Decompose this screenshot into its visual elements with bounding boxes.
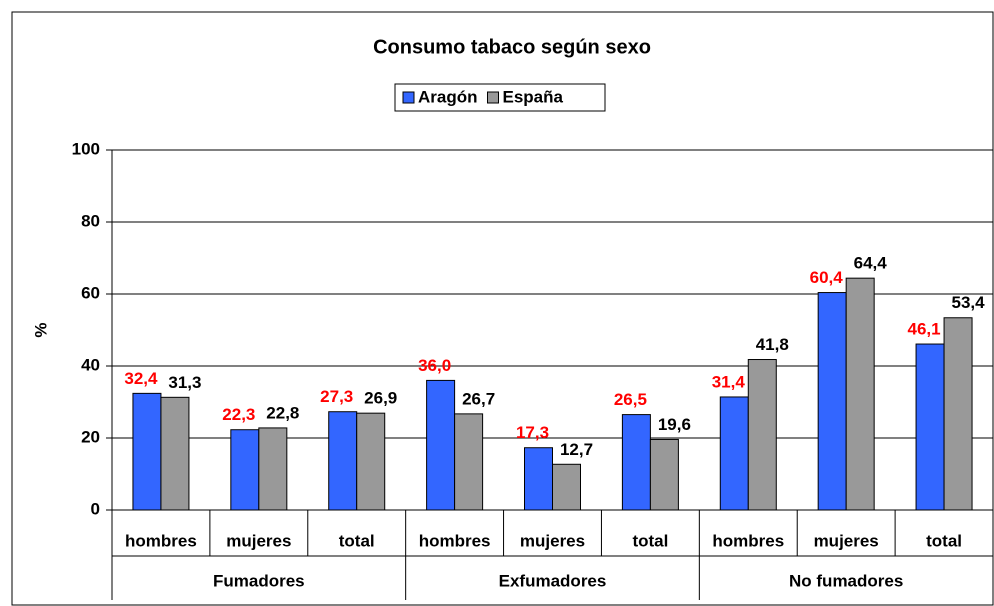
y-tick-label: 40: [81, 355, 100, 374]
x-tick-label: hombres: [125, 531, 197, 550]
bar: [649, 438, 679, 511]
data-label: 60,4: [810, 268, 844, 287]
x-tick-label: total: [926, 531, 962, 550]
data-label: 32,4: [124, 369, 158, 388]
chart-title: Consumo tabaco según sexo: [373, 36, 651, 58]
bar: [230, 429, 260, 511]
legend-swatch: [487, 91, 499, 104]
x-tick-label: total: [339, 531, 375, 550]
bar: [160, 396, 190, 511]
bar: [524, 447, 553, 511]
data-label: 41,8: [756, 335, 789, 354]
data-label: 64,4: [854, 254, 888, 273]
data-label: 31,4: [712, 372, 746, 391]
bar: [132, 392, 162, 511]
bar: [552, 463, 581, 511]
data-label: 19,6: [658, 415, 691, 434]
bar: [845, 277, 875, 511]
data-label: 22,3: [222, 405, 255, 424]
bar: [454, 413, 484, 511]
bar: [915, 343, 945, 511]
y-tick-label: 20: [81, 427, 100, 446]
legend-label: España: [503, 87, 564, 106]
data-label: 26,7: [462, 389, 495, 408]
data-label: 22,8: [266, 403, 299, 422]
group-label: Fumadores: [213, 571, 305, 590]
group-label: Exfumadores: [499, 571, 607, 590]
bar: [943, 317, 973, 511]
y-tick-label: 60: [81, 283, 100, 302]
data-label: 26,9: [364, 389, 397, 408]
data-label: 12,7: [560, 440, 593, 459]
x-tick-label: mujeres: [226, 531, 291, 550]
data-label: 17,3: [516, 423, 549, 442]
bar: [719, 396, 749, 511]
x-tick-label: mujeres: [520, 531, 585, 550]
x-tick-label: hombres: [712, 531, 784, 550]
legend-label: Aragón: [418, 87, 478, 106]
y-axis-label: %: [31, 322, 50, 337]
x-tick-label: mujeres: [814, 531, 879, 550]
data-label: 27,3: [320, 387, 353, 406]
bar: [747, 359, 777, 511]
y-tick-label: 80: [81, 211, 100, 230]
legend-box: [394, 83, 606, 112]
y-tick-label: 0: [91, 499, 100, 518]
y-tick-label: 100: [72, 139, 100, 158]
bar: [328, 411, 358, 511]
group-label: No fumadores: [789, 571, 903, 590]
data-label: 31,3: [168, 373, 201, 392]
bar: [817, 292, 847, 511]
data-label: 36,0: [418, 356, 451, 375]
x-tick-label: total: [632, 531, 668, 550]
x-tick-label: hombres: [419, 531, 491, 550]
bar: [621, 414, 651, 511]
legend-swatch: [402, 91, 415, 104]
data-label: 26,5: [614, 390, 647, 409]
data-label: 46,1: [908, 320, 941, 339]
bar: [258, 427, 288, 511]
bar: [356, 412, 386, 511]
data-label: 53,4: [952, 293, 986, 312]
bar: [426, 379, 456, 511]
